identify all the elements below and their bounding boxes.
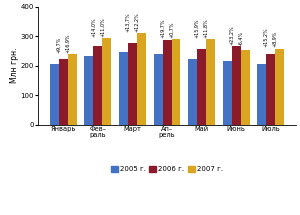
Text: +12,2%: +12,2% bbox=[134, 12, 140, 32]
Bar bbox=[197, 49, 206, 124]
Bar bbox=[119, 52, 128, 124]
Bar bbox=[128, 43, 137, 124]
Bar bbox=[266, 54, 275, 124]
Bar bbox=[137, 33, 146, 124]
Bar bbox=[85, 56, 94, 124]
Text: +15,2%: +15,2% bbox=[264, 28, 269, 47]
Bar bbox=[50, 64, 59, 124]
Bar bbox=[223, 61, 232, 124]
Bar bbox=[94, 46, 102, 124]
Text: +16,9%: +16,9% bbox=[65, 33, 70, 53]
Text: +8,9%: +8,9% bbox=[273, 31, 278, 47]
Bar bbox=[206, 39, 215, 124]
Bar bbox=[102, 38, 111, 124]
Text: +23,2%: +23,2% bbox=[229, 26, 234, 45]
Text: +14,0%: +14,0% bbox=[91, 17, 96, 37]
Bar bbox=[163, 40, 172, 124]
Bar bbox=[68, 54, 77, 124]
Bar bbox=[172, 39, 181, 124]
Text: +13,7%: +13,7% bbox=[125, 12, 130, 32]
Bar bbox=[241, 50, 250, 124]
Text: -6,4%: -6,4% bbox=[238, 31, 243, 45]
Text: +11,8%: +11,8% bbox=[204, 18, 208, 38]
Bar bbox=[188, 59, 197, 124]
Text: +9,7%: +9,7% bbox=[56, 36, 61, 53]
Bar bbox=[257, 64, 266, 124]
Bar bbox=[154, 54, 163, 124]
Text: +19,7%: +19,7% bbox=[160, 19, 165, 38]
Text: +11,0%: +11,0% bbox=[100, 17, 105, 37]
Text: +15,9%: +15,9% bbox=[195, 18, 200, 38]
Text: +0,7%: +0,7% bbox=[169, 22, 174, 38]
Bar bbox=[59, 59, 68, 124]
Legend: 2005 г., 2006 г., 2007 г.: 2005 г., 2006 г., 2007 г. bbox=[108, 163, 226, 175]
Bar bbox=[232, 46, 241, 124]
Y-axis label: Млн грн.: Млн грн. bbox=[10, 48, 19, 83]
Bar bbox=[275, 49, 284, 124]
